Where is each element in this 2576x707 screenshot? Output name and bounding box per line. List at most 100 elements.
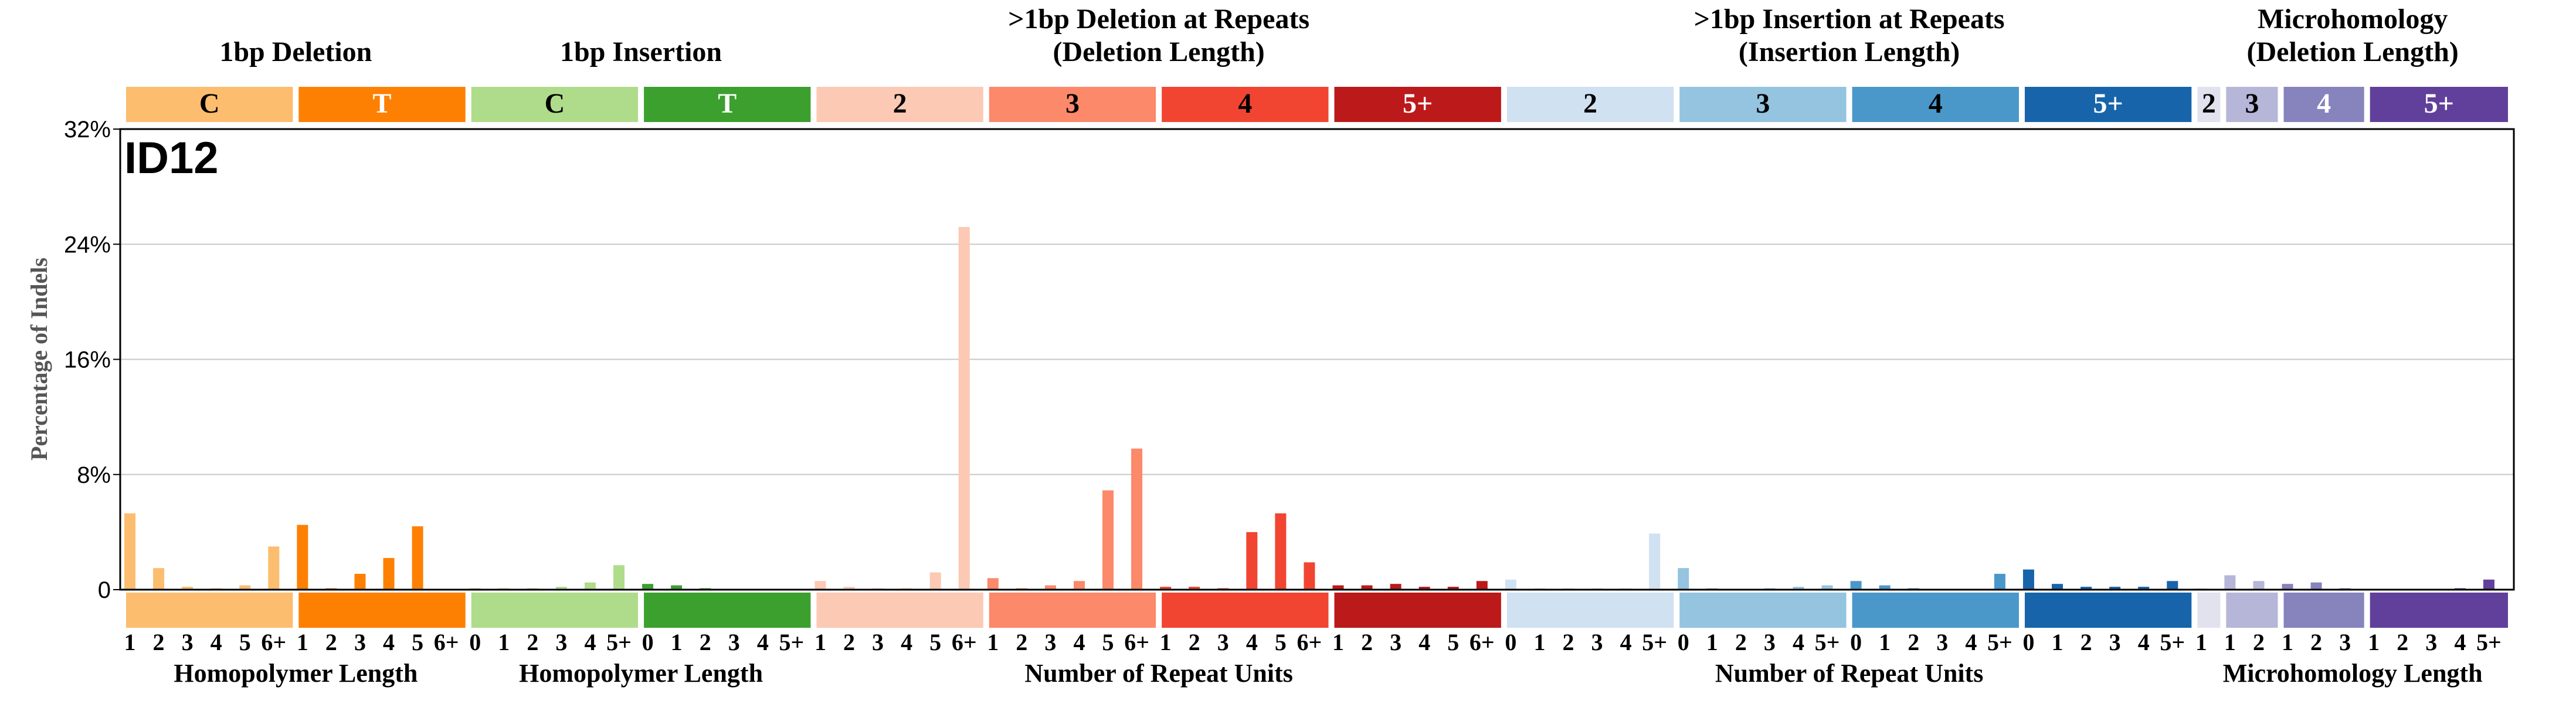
y-tick-label: 32% [64,117,111,143]
section-header: Microhomology [2258,4,2448,35]
x-tick-label: 2 [2253,629,2265,655]
bar [843,587,855,590]
bottom-axis-layer: 1 2 3 4 5 6+ 1 2 3 4 5 6+ 0 1 2 3 4 5+ 0 1 2 3 4 5+ 1 2 3 4 5 6+ 1 2 3 4 5… [124,593,2508,688]
category-box-top [471,87,639,122]
x-tick-label: 4 [584,629,596,655]
x-tick-label: 1 [297,629,308,655]
category-box-label: 4 [1929,88,1943,119]
x-tick-label: 2 [1361,629,1373,655]
x-tick-label: 0 [1850,629,1862,655]
bar [1304,562,1315,590]
x-tick-label: 3 [1764,629,1776,655]
category-box-label: C [199,88,220,119]
bar [671,585,683,590]
x-tick-label: 1 [498,629,510,655]
x-tick-label: 6+ [1297,629,1322,655]
category-box-label: 5+ [1403,88,1433,119]
x-tick-label: 5+ [1987,629,2012,655]
category-box-top [2197,87,2221,122]
x-tick-label: 1 [2224,629,2236,655]
x-tick-label: 2 [1563,629,1574,655]
bar [929,572,941,590]
bar [1793,587,1804,590]
category-box-top [816,87,983,122]
category-box-bottom [2024,593,2192,628]
bar [268,546,280,590]
category-box-label: 3 [2245,88,2259,119]
category-box-top [126,87,293,122]
x-tick-label: 3 [2109,629,2121,655]
x-axis-label: Number of Repeat Units [1024,659,1293,688]
category-box-label: T [718,88,737,119]
x-tick-label: 1 [2368,629,2380,655]
category-box-bottom [1679,593,1847,628]
bar [2483,579,2494,590]
bar [1418,587,1430,590]
x-tick-label: 1 [2195,629,2207,655]
x-tick-label: 3 [1217,629,1229,655]
bar [555,587,567,590]
category-box-top [644,87,811,122]
x-tick-label: 5 [1275,629,1287,655]
category-box-bottom [816,593,983,628]
category-box-label: 2 [2202,88,2216,119]
section-header: (Insertion Length) [1739,36,1960,67]
x-tick-label: 3 [872,629,884,655]
x-tick-label: 2 [1735,629,1747,655]
x-tick-label: 3 [555,629,567,655]
category-box-top [1334,87,1501,122]
bar [1994,574,2005,590]
x-tick-label: 2 [2310,629,2322,655]
bar [2109,587,2121,590]
category-box-bottom [2226,593,2278,628]
category-box-label: T [373,88,392,119]
x-tick-label: 2 [153,629,165,655]
category-box-label: 2 [1583,88,1597,119]
category-box-bottom [1852,593,2019,628]
x-tick-label: 5 [412,629,423,655]
x-tick-label: 3 [1591,629,1603,655]
bar [1447,587,1459,590]
bar [1821,585,1833,590]
y-tick-label: 24% [64,232,111,258]
x-tick-label: 6+ [1469,629,1495,655]
x-tick-label: 5 [1102,629,1114,655]
x-axis-label: Homopolymer Length [174,659,418,688]
x-tick-label: 1 [671,629,683,655]
section-header: >1bp Insertion at Repeats [1694,4,2005,35]
x-tick-label: 4 [1793,629,1804,655]
x-tick-label: 4 [1073,629,1085,655]
x-tick-label: 4 [1246,629,1258,655]
x-tick-label: 0 [642,629,654,655]
x-tick-label: 4 [2454,629,2466,655]
x-tick-label: 0 [1678,629,1689,655]
x-tick-label: 4 [1620,629,1632,655]
category-box-label: 5+ [2424,88,2454,119]
x-tick-label: 2 [1189,629,1200,655]
x-tick-label: 3 [2425,629,2437,655]
category-box-bottom [1162,593,1329,628]
x-tick-label: 2 [843,629,855,655]
x-tick-label: 0 [2022,629,2034,655]
bar [2138,587,2150,590]
x-tick-label: 1 [1706,629,1718,655]
bar [1275,513,1287,590]
category-box-top [2283,87,2364,122]
category-box-label: 3 [1756,88,1770,119]
x-tick-label: 0 [469,629,481,655]
bar [1361,585,1373,590]
bar [2167,581,2178,590]
x-tick-label: 3 [2339,629,2351,655]
x-tick-label: 5+ [2160,629,2185,655]
panel-label: ID12 [124,133,219,183]
category-box-label: 2 [893,88,907,119]
category-box-bottom [2197,593,2221,628]
bar [2052,584,2063,590]
category-box-top [1162,87,1329,122]
x-tick-label: 3 [182,629,194,655]
x-tick-label: 4 [1418,629,1430,655]
x-axis-label: Microhomology Length [2223,659,2483,688]
bar [2081,587,2092,590]
bar [2282,584,2293,590]
